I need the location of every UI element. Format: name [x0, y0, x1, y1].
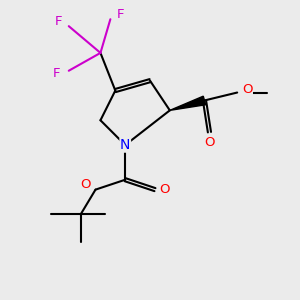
Text: O: O — [80, 178, 91, 191]
Text: F: F — [55, 15, 63, 28]
Text: F: F — [116, 8, 124, 21]
Text: F: F — [53, 67, 61, 80]
Text: O: O — [242, 83, 252, 96]
Text: O: O — [204, 136, 215, 148]
Polygon shape — [170, 96, 206, 110]
Text: O: O — [160, 183, 170, 196]
Text: N: N — [120, 138, 130, 152]
